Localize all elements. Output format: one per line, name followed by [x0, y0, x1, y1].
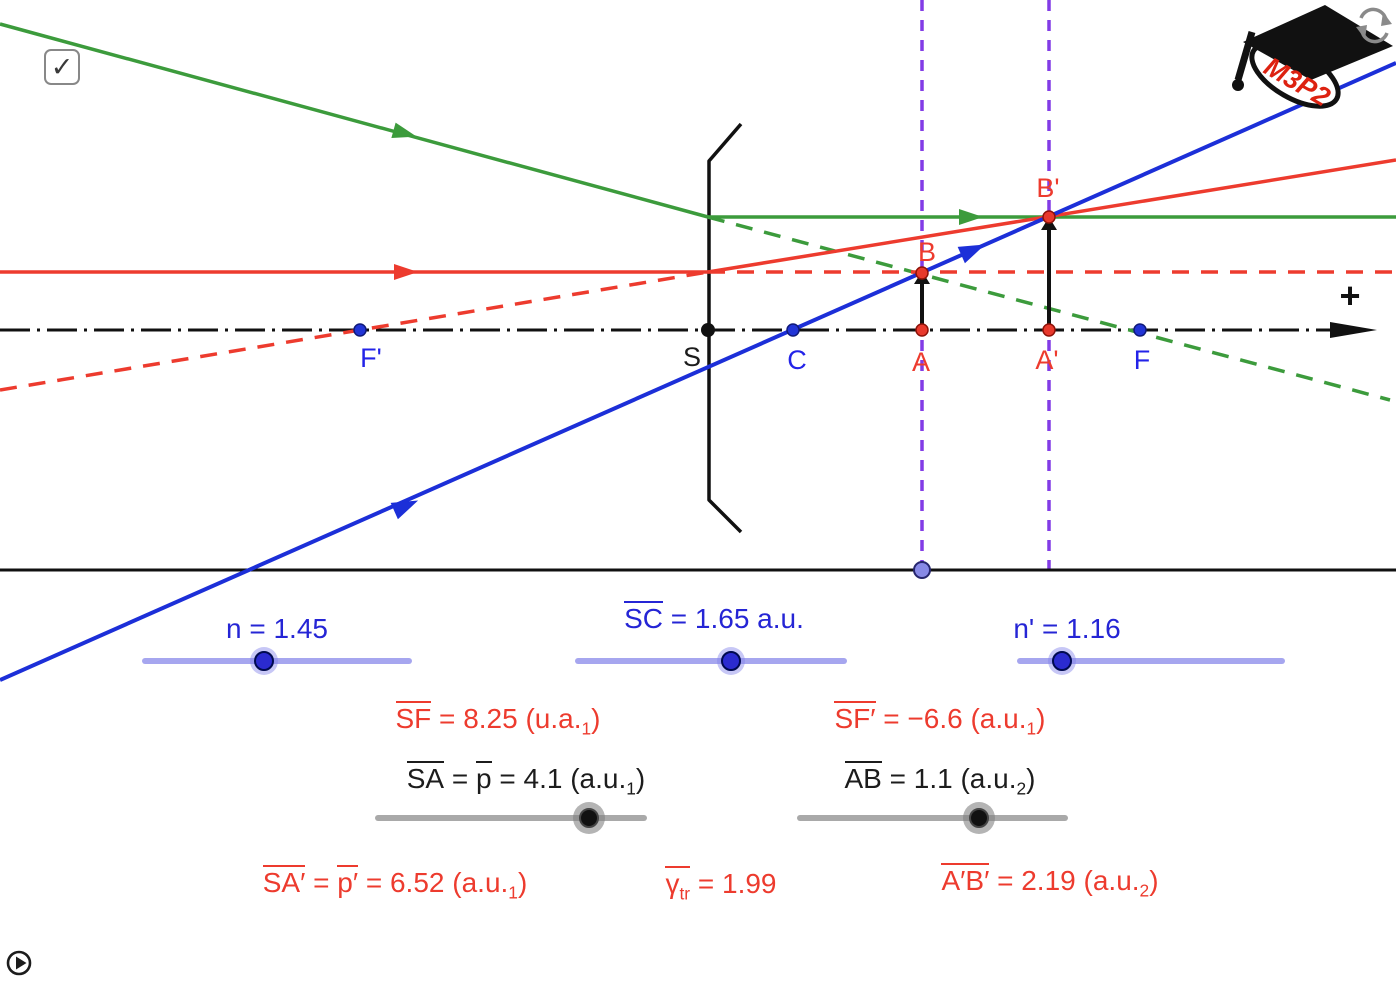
incident-ray-red-arrowhead: [394, 264, 418, 280]
label-C: C: [787, 345, 807, 375]
label-F: F: [1134, 345, 1151, 375]
point-C: [786, 323, 800, 337]
point-F-prime: [353, 323, 367, 337]
slider-n-prime-knob[interactable]: [1052, 651, 1072, 671]
label-B: B: [918, 237, 936, 267]
point-B-prime: [1042, 210, 1056, 224]
point-B: [915, 266, 929, 280]
readout-a-prime-b-prime: A′B′ = 2.19 (a.u.2): [941, 863, 1159, 901]
slider-n-label: n = 1.45: [226, 613, 328, 644]
refresh-icon[interactable]: [1356, 7, 1392, 44]
ray-blue-arrowhead-2: [957, 244, 986, 264]
draggable-object-point[interactable]: [913, 561, 931, 579]
label-F-prime: F': [360, 343, 382, 373]
slider-n-knob[interactable]: [254, 651, 274, 671]
incident-ray-green-arrowhead: [391, 122, 417, 138]
slider-sa[interactable]: [375, 808, 647, 828]
readout-sa: SA = p = 4.1 (a.u.1): [406, 761, 646, 799]
readout-gamma-tr: γtr = 1.99: [665, 866, 777, 904]
positive-direction-sign: +: [1339, 275, 1360, 316]
show-rays-checkbox[interactable]: ✓: [44, 49, 80, 85]
readout-sa-prime: SA′ = p′ = 6.52 (a.u.1): [262, 865, 528, 903]
ray-blue-arrowhead-1: [390, 500, 419, 520]
refracted-ray-green-arrowhead: [959, 209, 983, 225]
label-A: A: [912, 347, 930, 377]
check-icon: ✓: [50, 51, 74, 83]
label-S: S: [683, 342, 701, 372]
readout-sf: SF = 8.25 (u.a.1): [395, 701, 601, 739]
slider-ab[interactable]: [797, 808, 1068, 828]
slider-n[interactable]: [142, 651, 412, 671]
slider-sc-knob[interactable]: [721, 651, 741, 671]
play-button[interactable]: [6, 950, 32, 976]
point-A: [915, 323, 929, 337]
readout-ab: AB = 1.1 (a.u.2): [844, 761, 1036, 799]
point-A-prime: [1042, 323, 1056, 337]
optical-axis-arrowhead: [1330, 322, 1377, 338]
readout-sf-prime: SF′ = −6.6 (a.u.1): [834, 701, 1046, 739]
label-B-prime: B': [1036, 173, 1059, 203]
slider-ab-knob[interactable]: [969, 808, 989, 828]
incident-ray-green: [0, 22, 709, 219]
label-A-prime: A': [1035, 345, 1058, 375]
slider-n-prime-label: n' = 1.16: [1013, 613, 1121, 644]
slider-sc-label: SC = 1.65 a.u.: [624, 601, 804, 634]
slider-sc[interactable]: [575, 651, 847, 671]
logo-m3p2: M3P2: [1232, 5, 1393, 112]
point-S: [701, 323, 715, 337]
ray-blue: [0, 61, 1396, 682]
slider-sa-knob[interactable]: [579, 808, 599, 828]
slider-n-prime[interactable]: [1017, 651, 1285, 671]
point-F: [1133, 323, 1147, 337]
